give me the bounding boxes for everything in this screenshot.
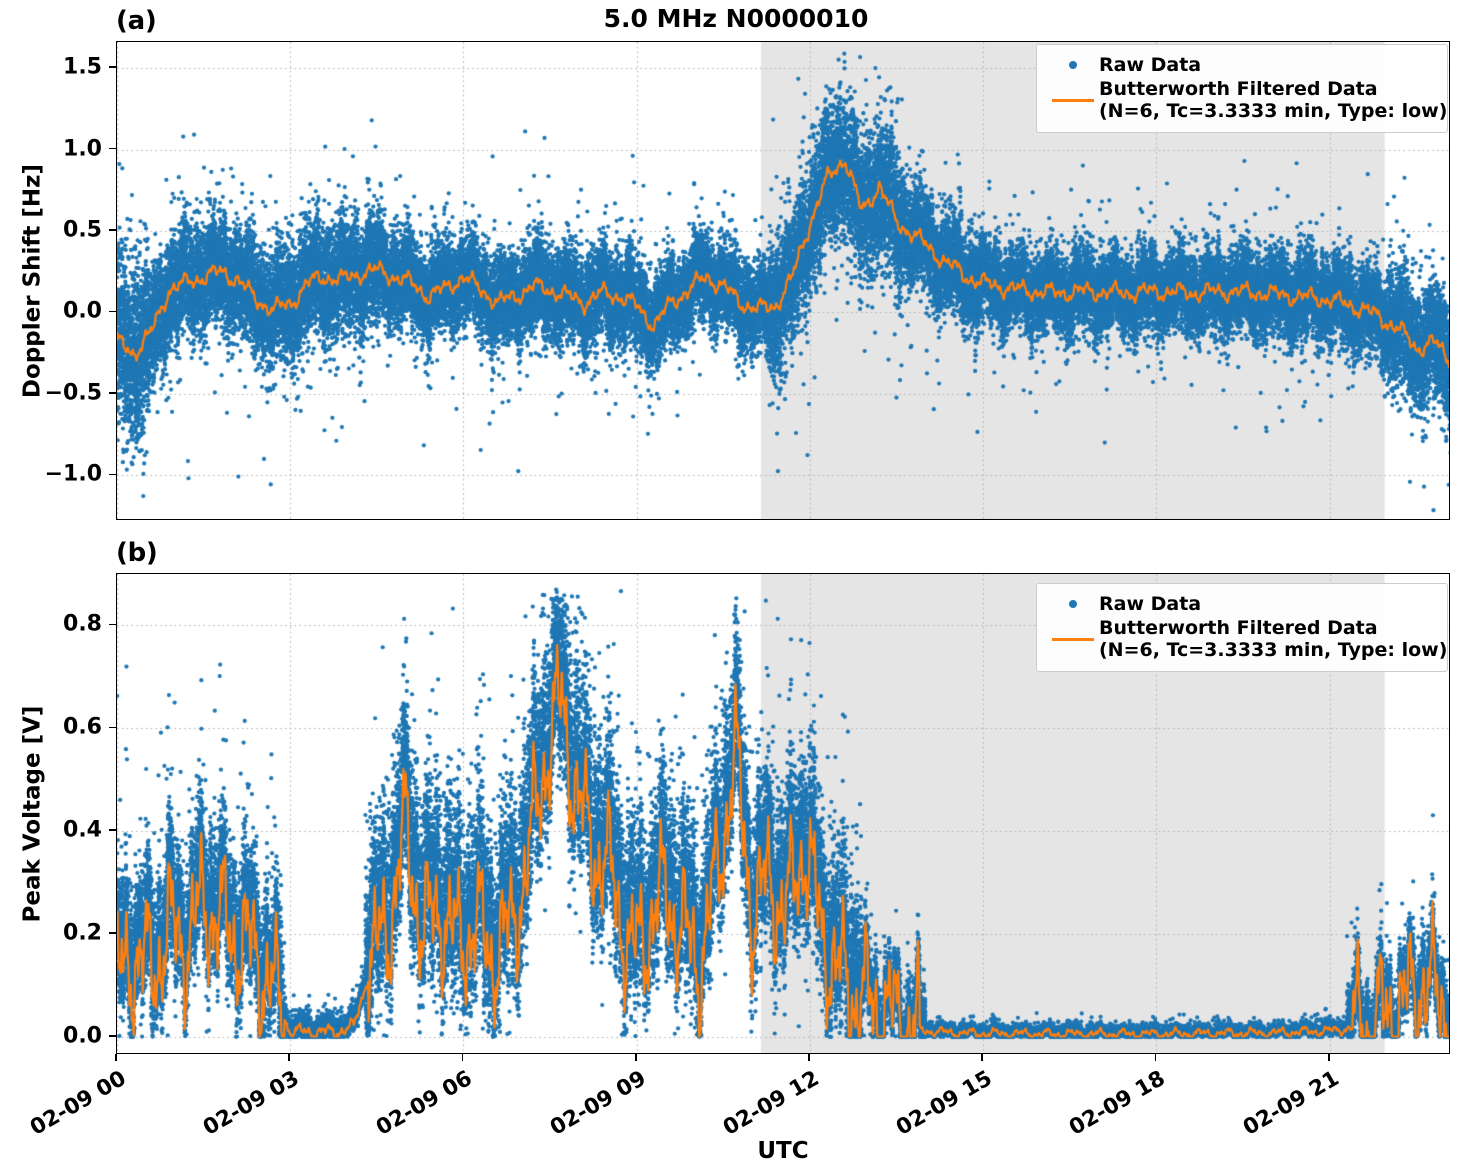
legend-label-raw: Raw Data: [1099, 593, 1202, 615]
x-tick-mark: [808, 1054, 810, 1061]
y-tick-label: 0.6: [63, 714, 102, 740]
y-tick-label: 0.5: [63, 217, 102, 243]
y-tick-label: 0.8: [63, 611, 102, 637]
legend-label-filtered-line1: Butterworth Filtered Data: [1099, 78, 1378, 101]
y-tick-label: 1.0: [63, 136, 102, 162]
legend-label-filtered-wrap: Butterworth Filtered Data (N=6, Tc=3.333…: [1099, 617, 1447, 661]
panel-a-label: (a): [116, 6, 157, 36]
legend-label-filtered-line2: (N=6, Tc=3.3333 min, Type: low): [1099, 639, 1448, 662]
y-tick-label: 0.0: [63, 298, 102, 324]
legend-row-filtered: Butterworth Filtered Data (N=6, Tc=3.333…: [1047, 78, 1447, 122]
legend-marker-filtered-icon: [1047, 637, 1099, 641]
x-tick-mark: [115, 1054, 117, 1061]
legend-label-filtered-line1: Butterworth Filtered Data: [1099, 617, 1378, 640]
legend-row-raw: Raw Data: [1047, 54, 1435, 76]
legend-marker-raw-icon: [1047, 600, 1099, 609]
panel-b-ylabel: Peak Voltage [V]: [19, 705, 45, 922]
y-tick-mark: [109, 392, 116, 394]
y-tick-mark: [109, 623, 116, 626]
figure-title: 5.0 MHz N0000010: [603, 4, 869, 33]
y-tick-mark: [109, 829, 116, 831]
legend-marker-raw-icon: [1047, 61, 1099, 70]
y-tick-label: 0.0: [63, 1023, 102, 1049]
y-tick-mark: [109, 66, 116, 68]
legend-row-raw: Raw Data: [1047, 593, 1435, 615]
legend-row-filtered: Butterworth Filtered Data (N=6, Tc=3.333…: [1047, 617, 1447, 661]
x-tick-mark: [981, 1054, 984, 1061]
y-tick-label: 0.4: [63, 817, 102, 843]
y-tick-mark: [109, 726, 116, 729]
y-tick-label: 1.5: [63, 54, 102, 80]
y-tick-mark: [109, 1035, 116, 1037]
x-axis-label: UTC: [757, 1138, 809, 1164]
panel-b-label: (b): [116, 538, 158, 568]
legend-label-filtered-wrap: Butterworth Filtered Data (N=6, Tc=3.333…: [1099, 78, 1447, 122]
x-tick-mark: [634, 1054, 637, 1061]
panel-a-legend: Raw Data Butterworth Filtered Data (N=6,…: [1036, 44, 1448, 134]
y-tick-label: −1.0: [44, 461, 102, 487]
y-tick-mark: [109, 147, 116, 150]
y-tick-mark: [109, 473, 116, 476]
y-tick-mark: [109, 229, 116, 231]
panel-b-legend: Raw Data Butterworth Filtered Data (N=6,…: [1036, 583, 1448, 673]
x-tick-mark: [461, 1054, 464, 1061]
y-tick-label: −0.5: [44, 380, 102, 406]
y-tick-label: 0.2: [63, 920, 102, 946]
y-tick-mark: [109, 310, 116, 313]
legend-label-filtered-line2: (N=6, Tc=3.3333 min, Type: low): [1099, 100, 1448, 123]
x-tick-mark: [1154, 1054, 1157, 1061]
panel-a-ylabel: Doppler Shift [Hz]: [19, 163, 45, 398]
y-tick-mark: [109, 932, 116, 934]
legend-label-raw: Raw Data: [1099, 54, 1202, 76]
x-tick-mark: [1327, 1054, 1330, 1061]
x-tick-mark: [288, 1054, 291, 1061]
legend-marker-filtered-icon: [1047, 98, 1099, 102]
x-tick-label: 02-09 00: [26, 1066, 131, 1141]
